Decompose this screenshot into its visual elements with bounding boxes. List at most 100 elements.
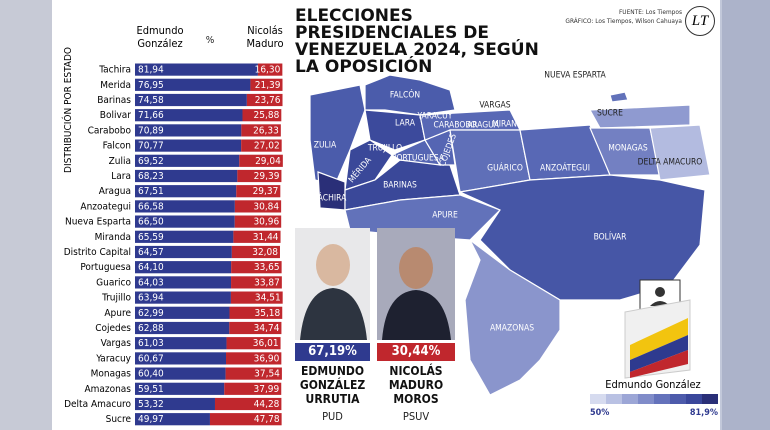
bar-segment <box>135 321 230 335</box>
bar-segment <box>226 352 282 365</box>
bar-segment <box>214 397 282 411</box>
value-label: 60,40 <box>138 369 164 380</box>
map-label: BARINAS <box>383 181 417 191</box>
bar-segment <box>135 276 232 289</box>
category-label: Lara <box>111 171 131 182</box>
candidate-photos <box>295 228 455 340</box>
value-label: 25,88 <box>254 110 280 121</box>
value-label: 68,23 <box>138 171 164 182</box>
value-label: 31,44 <box>253 232 279 243</box>
value-label: 62,99 <box>138 308 164 319</box>
value-label: 23,76 <box>255 95 281 106</box>
category-label: Sucre <box>106 414 132 425</box>
category-label: Tachira <box>98 65 131 76</box>
map-label: VARGAS <box>479 101 510 111</box>
bar-segment <box>135 215 235 228</box>
candidate-party: PUD <box>322 410 343 423</box>
category-label: Bolivar <box>100 110 132 121</box>
value-label: 34,74 <box>254 323 280 334</box>
category-label: Delta Amacuro <box>64 399 131 410</box>
value-label: 64,03 <box>138 277 164 288</box>
category-label: Distrito Capital <box>64 247 131 258</box>
map-label: ZULIA <box>314 141 337 151</box>
ballot-box <box>624 279 691 379</box>
bar-segment <box>229 306 283 319</box>
bar-segment <box>246 93 283 107</box>
bar-segment <box>135 78 251 91</box>
category-label: Guarico <box>96 277 131 288</box>
bar-segment <box>234 215 282 228</box>
bar-segment <box>233 230 281 243</box>
bar-segment <box>135 139 242 152</box>
category-label: Trujillo <box>101 293 131 304</box>
legend-min: 50% <box>590 408 610 418</box>
category-label: Aragua <box>99 186 131 197</box>
value-label: 66,58 <box>138 201 164 212</box>
map-label: LARA <box>395 119 416 129</box>
legend-scale <box>590 394 718 404</box>
map-label: NUEVA ESPARTA <box>544 71 606 81</box>
source-text: FUENTE: Los Tiempos <box>618 8 682 16</box>
value-label: 29,37 <box>253 186 279 197</box>
value-label: 61,03 <box>138 338 164 349</box>
map-label: ARAGUA <box>467 121 500 131</box>
axis-label: DISTRIBUCIÓN POR ESTADO <box>61 47 74 173</box>
category-label: Barinas <box>97 95 131 106</box>
value-label: 29,04 <box>255 156 281 167</box>
bar-segment <box>135 109 243 122</box>
map-label: YARACUY <box>417 112 453 122</box>
value-label: 33,65 <box>254 262 280 273</box>
unit-symbol: % <box>206 35 215 46</box>
value-label: 35,18 <box>255 308 281 319</box>
value-label: 47,78 <box>254 414 280 425</box>
bar-segment <box>135 413 210 426</box>
value-label: 27,02 <box>254 141 280 152</box>
bar-segment <box>241 139 282 152</box>
value-label: 26,33 <box>253 125 279 136</box>
value-label: 49,97 <box>138 414 164 425</box>
bar-segment <box>135 291 231 304</box>
map-label: GUÁRICO <box>487 162 523 174</box>
legend-gonzalez: Edmundo González <box>136 24 184 50</box>
map-label: MONAGAS <box>608 144 648 154</box>
bar-segment <box>229 321 282 335</box>
bar-segment <box>231 245 280 259</box>
bar-segment <box>239 154 283 167</box>
candidate-name: NICOLÁS MADURO MOROS <box>388 364 444 406</box>
value-label: 62,88 <box>138 323 164 334</box>
bar-segment <box>135 185 237 198</box>
map-label: CARABOBO <box>434 121 477 131</box>
value-label: 70,77 <box>138 141 164 152</box>
value-label: 81,94 <box>138 65 164 76</box>
value-label: 65,59 <box>138 232 164 243</box>
map-label: APURE <box>432 211 458 221</box>
map-label: TRUJILLO <box>367 144 402 154</box>
value-label: 16,30 <box>255 65 281 76</box>
value-label: 29,39 <box>254 171 280 182</box>
bar-segment <box>234 200 282 213</box>
category-label: Zulia <box>109 156 131 167</box>
map-label: PORTUGUESA <box>392 154 445 164</box>
category-label: Falcon <box>103 141 131 152</box>
bar-segment <box>237 169 282 183</box>
bar-segment <box>241 124 281 137</box>
value-label: 60,67 <box>138 353 164 364</box>
category-label: Merida <box>100 80 131 91</box>
map-label: AMAZONAS <box>490 324 534 334</box>
value-label: 36,90 <box>254 353 280 364</box>
map <box>309 74 711 396</box>
bar-segment <box>135 337 227 350</box>
category-label: Monagas <box>91 369 132 380</box>
candidate-party: PSUV <box>402 410 430 423</box>
map-label: DELTA AMACURO <box>638 158 703 168</box>
bar-segment <box>135 63 258 76</box>
bar-segment <box>231 261 282 274</box>
bar-segment <box>135 261 232 274</box>
bar-segment <box>250 78 283 91</box>
bar-segment <box>135 306 230 319</box>
value-label: 21,39 <box>255 80 281 91</box>
credit-text: GRÁFICO: Los Tiempos, Wilson Cahuaya <box>565 17 682 25</box>
bar-segment <box>135 397 215 411</box>
